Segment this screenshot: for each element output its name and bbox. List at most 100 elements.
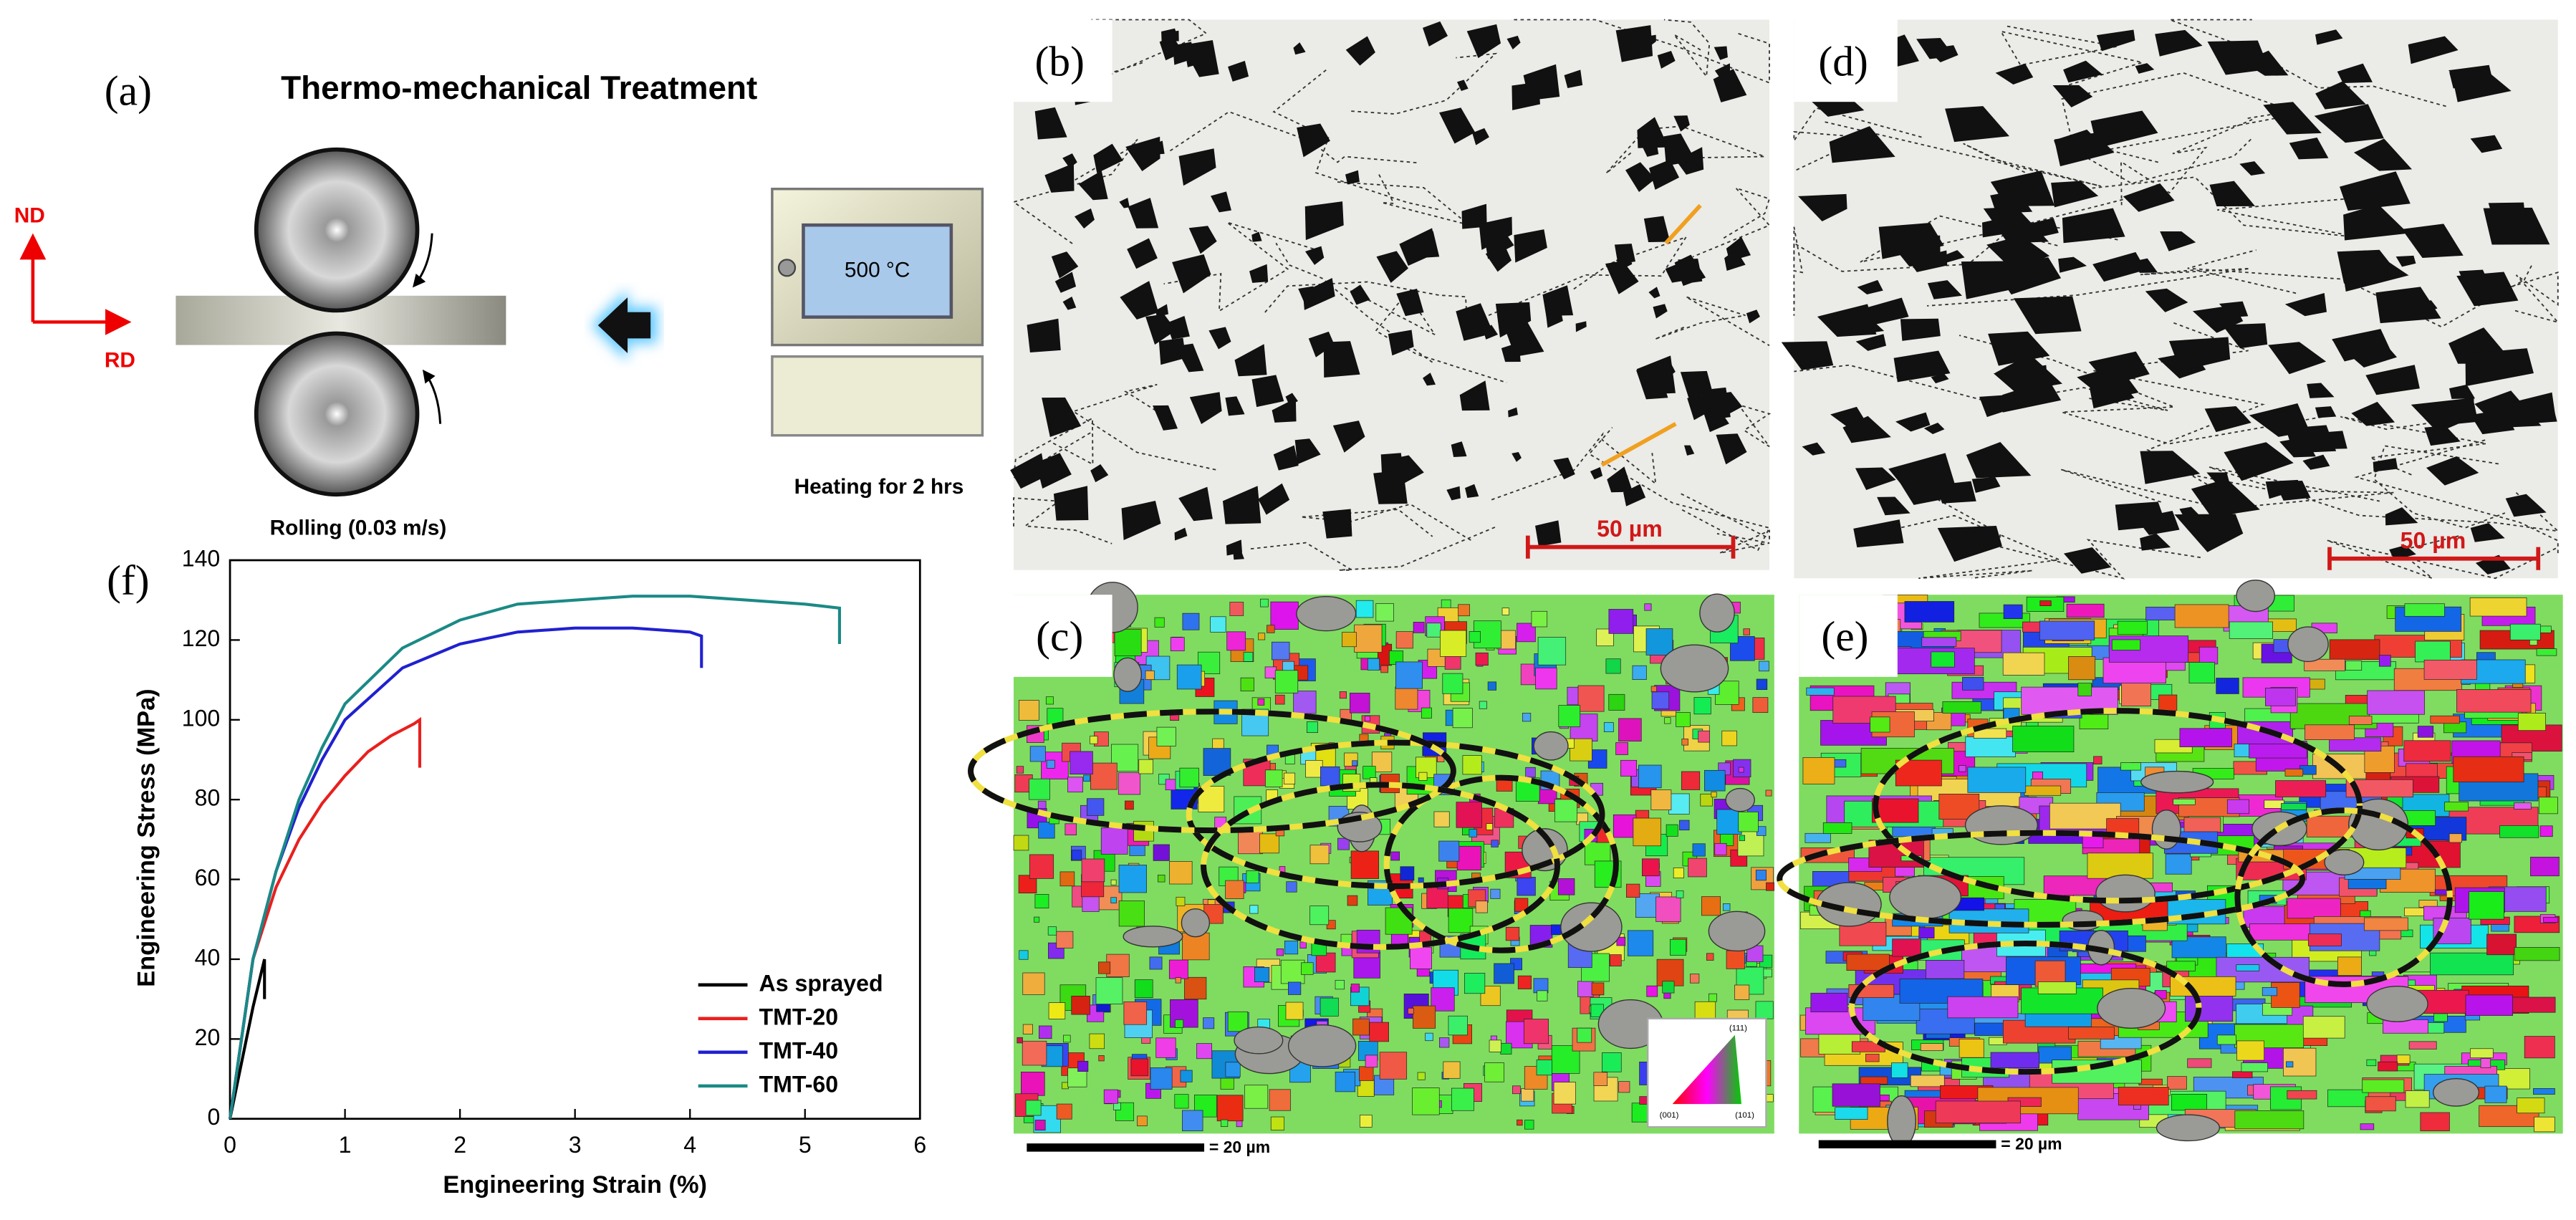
grain (1525, 767, 1536, 778)
particle (1042, 397, 1082, 437)
grain (1364, 716, 1370, 722)
knob (777, 259, 797, 277)
particle (1127, 238, 1158, 269)
particle (1699, 593, 1735, 633)
grain (1210, 616, 1226, 633)
grain (1494, 963, 1514, 984)
region-outline (1777, 830, 2306, 928)
grain (2365, 1096, 2396, 1112)
grain (2329, 639, 2380, 661)
grain (1417, 1072, 1426, 1080)
x-axis-title: Engineering Strain (%) (443, 1171, 707, 1199)
particle (2339, 171, 2411, 211)
particle (1945, 106, 2009, 143)
grain (1271, 641, 1290, 661)
particle (1399, 228, 1437, 266)
grain (1367, 658, 1380, 671)
grain (2158, 694, 2178, 711)
grain (1452, 708, 1473, 729)
grain (1022, 1024, 1033, 1034)
grain (1577, 981, 1594, 997)
grain (1613, 814, 1637, 838)
x-tick-label: 3 (569, 1132, 582, 1158)
grain (1350, 693, 1370, 714)
particle (1036, 453, 1072, 489)
grain (2420, 1112, 2450, 1132)
particle (2395, 255, 2416, 267)
grain (2543, 916, 2559, 923)
grain (1149, 956, 1163, 970)
grain (1309, 906, 1330, 926)
grain (2216, 678, 2239, 694)
particle (2426, 456, 2479, 486)
particle (1251, 231, 1262, 242)
grain (1645, 628, 1673, 655)
grain (1110, 897, 1117, 903)
particle (1461, 203, 1487, 229)
scale-text: = 20 µm (2001, 1134, 2062, 1153)
grain (1738, 767, 1744, 773)
grain-boundary (1487, 236, 1688, 317)
particle (1638, 136, 1659, 157)
caption: Heating for 2 hrs (794, 475, 964, 499)
grain (2307, 933, 2342, 946)
particle (2058, 256, 2087, 273)
grain-boundary (2354, 439, 2559, 555)
particle (1150, 140, 1165, 155)
grain (2287, 1090, 2317, 1100)
grain (1895, 865, 1915, 877)
grain (2533, 1088, 2555, 1095)
particle (1560, 902, 1623, 952)
grain (1965, 736, 2016, 757)
grain (2469, 597, 2527, 617)
particle (1678, 259, 1703, 284)
grain (2171, 1094, 2208, 1111)
grain (1802, 757, 1835, 784)
data-line (229, 626, 703, 1120)
particle (1323, 341, 1360, 378)
grain-boundary (1169, 110, 1418, 164)
panel-label: (a) (105, 67, 152, 115)
grain (1320, 766, 1340, 787)
particle (1508, 407, 1518, 418)
grain (1380, 665, 1388, 673)
grain (1804, 832, 1831, 843)
grain (1134, 979, 1153, 999)
particle (1895, 412, 1931, 432)
particle (1294, 438, 1321, 465)
grain (1258, 633, 1266, 640)
grain (1021, 1072, 1045, 1096)
grain (1931, 651, 1955, 668)
grain (1690, 974, 1700, 984)
particle (1054, 272, 1077, 293)
particle (2505, 494, 2547, 517)
grain (1305, 760, 1323, 778)
particle (1234, 344, 1267, 377)
grain-boundary (1793, 107, 1922, 172)
particle (1981, 213, 2024, 238)
region-outline (1201, 782, 1560, 950)
particle (2123, 183, 2175, 212)
particle (1027, 318, 1061, 353)
grain (1990, 1052, 2039, 1068)
grain (1558, 705, 1581, 727)
grain (1456, 845, 1481, 870)
grain-boundary (1860, 215, 2120, 263)
particle (2302, 454, 2330, 470)
grain (2347, 879, 2387, 890)
grain (2337, 956, 2362, 976)
grain (1456, 802, 1482, 828)
grain (2173, 798, 2196, 805)
particle (1842, 416, 1891, 443)
grain (1168, 959, 1188, 979)
grain (2509, 623, 2541, 640)
particle (1226, 539, 1243, 556)
grain (1412, 1087, 1440, 1115)
particle (1663, 133, 1696, 166)
grain (2378, 655, 2391, 667)
grain (1243, 652, 1254, 662)
particle (1211, 191, 1231, 213)
particle (2433, 1077, 2480, 1107)
particle (2140, 451, 2201, 484)
grain (2512, 996, 2556, 1013)
